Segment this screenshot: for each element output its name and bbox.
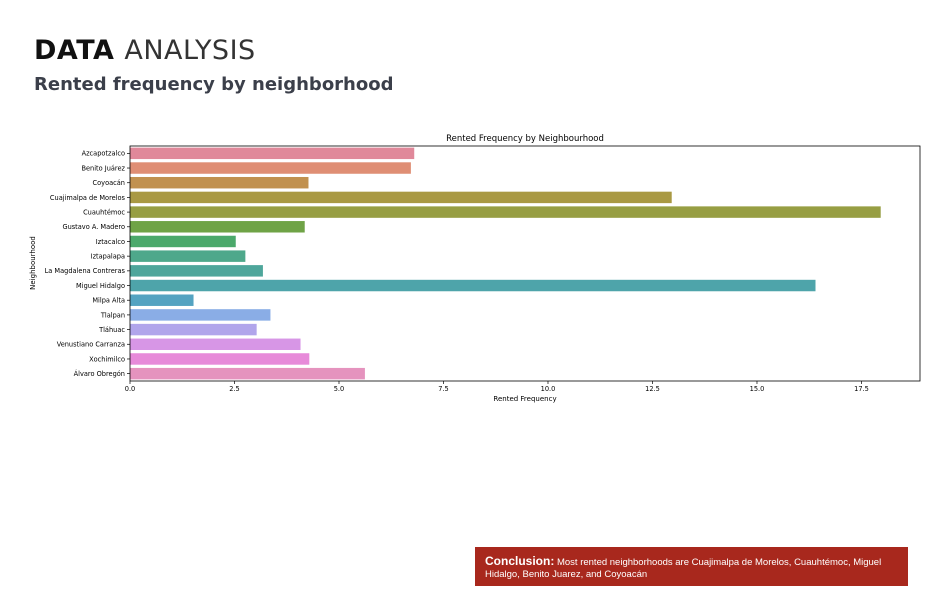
plot-frame <box>129 145 921 382</box>
x-axis-label: Rented Frequency <box>493 395 556 403</box>
bar-0 <box>130 147 415 160</box>
x-tick-label: 17.5 <box>854 385 869 393</box>
page-title-bold: DATA <box>34 35 115 66</box>
y-tick-label: Miguel Hidalgo <box>76 282 125 290</box>
bar-15 <box>130 367 365 380</box>
bar-14 <box>130 353 310 365</box>
y-ticks-group: Azcapotzalco Benito Juárez Coyoacán Cuajima… <box>45 150 130 378</box>
bar-2 <box>130 176 309 189</box>
x-tick-label: 0.0 <box>125 385 136 393</box>
conclusion-box: Conclusion: Most rented neighborhoods ar… <box>475 547 908 586</box>
y-tick-label: Venustiano Carranza <box>57 341 125 349</box>
y-axis-label: Neighbourhood <box>29 236 37 290</box>
y-tick-label: Gustavo A. Madero <box>62 223 125 231</box>
x-tick-label: 10.0 <box>541 385 556 393</box>
y-tick-label: La Magdalena Contreras <box>45 267 126 275</box>
chart-title: Rented Frequency by Neighbourhood <box>446 134 604 144</box>
x-tick-label: 2.5 <box>229 385 240 393</box>
bar-6 <box>130 235 236 248</box>
bar-11 <box>130 309 271 321</box>
y-tick-label: Xochimilco <box>89 355 125 363</box>
bar-5 <box>130 221 305 233</box>
bar-8 <box>130 265 263 277</box>
y-tick-label: Álvaro Obregón <box>74 369 125 378</box>
y-tick-label: Iztacalco <box>96 238 125 246</box>
bar-9 <box>130 279 816 292</box>
conclusion-text: Most rented neighborhoods are Cuajimalpa… <box>485 557 882 580</box>
x-tick-label: 15.0 <box>750 385 765 393</box>
y-tick-label: Benito Juárez <box>81 164 125 172</box>
bar-10 <box>130 294 194 306</box>
y-tick-label: Cuajimalpa de Morelos <box>50 194 126 202</box>
x-ticks-group: 0.0 2.5 5.0 7.5 10.0 12.5 15.0 17.5 <box>125 381 869 393</box>
page-title: DATA ANALYSIS <box>34 34 256 68</box>
x-tick-label: 12.5 <box>645 385 660 393</box>
bar-7 <box>130 250 246 262</box>
bar-1 <box>130 162 411 174</box>
y-tick-label: Cuauhtémoc <box>83 208 125 216</box>
conclusion-label: Conclusion: <box>485 554 555 568</box>
bar-4 <box>130 206 881 218</box>
y-tick-label: Coyoacán <box>93 179 125 187</box>
y-tick-label: Tláhuac <box>98 326 125 334</box>
y-tick-label: Azcapotzalco <box>82 150 125 158</box>
bar-12 <box>130 323 257 336</box>
bars-group <box>130 147 881 380</box>
page-title-light: ANALYSIS <box>124 35 256 66</box>
x-tick-label: 7.5 <box>438 385 449 393</box>
page-subtitle: Rented frequency by neighborhood <box>34 74 394 95</box>
bar-3 <box>130 191 672 204</box>
y-tick-label: Milpa Alta <box>92 297 125 305</box>
bar-13 <box>130 338 301 351</box>
y-tick-label: Iztapalapa <box>91 253 125 261</box>
y-tick-label: Tlalpan <box>100 311 125 319</box>
x-tick-label: 5.0 <box>334 385 345 393</box>
